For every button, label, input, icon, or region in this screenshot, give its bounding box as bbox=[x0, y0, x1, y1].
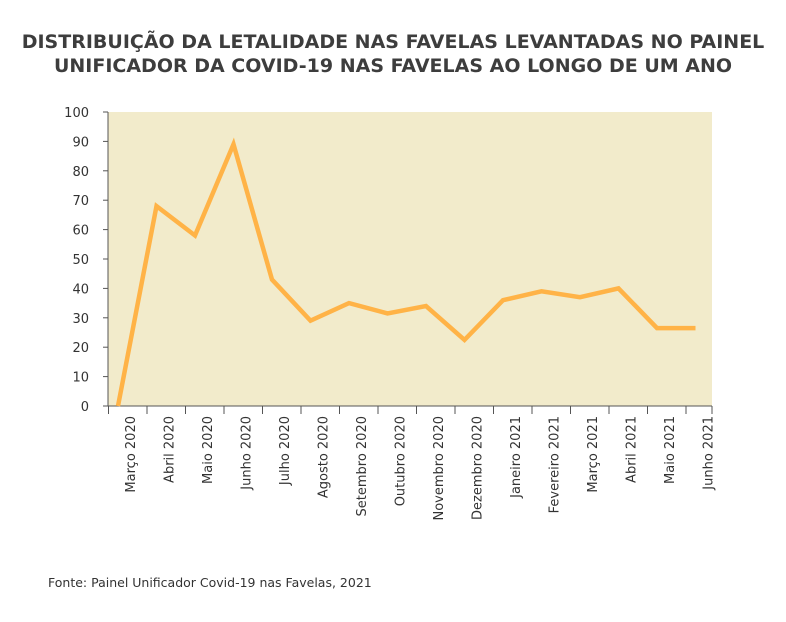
y-tick-label: 50 bbox=[72, 253, 89, 268]
x-tick-label: Maio 2021 bbox=[663, 416, 678, 484]
y-tick-label: 20 bbox=[72, 341, 89, 356]
x-tick-label: Junho 2021 bbox=[702, 416, 717, 491]
series-line bbox=[115, 137, 696, 407]
y-tick-label: 70 bbox=[72, 194, 89, 209]
x-tick-label: Março 2020 bbox=[124, 416, 139, 493]
y-tick-label: 100 bbox=[64, 106, 89, 121]
x-tick-label: Março 2021 bbox=[586, 416, 601, 493]
x-tick-label: Setembro 2020 bbox=[355, 416, 370, 517]
chart-title-line-2: UNIFICADOR DA COVID-19 NAS FAVELAS AO LO… bbox=[53, 55, 733, 77]
x-tick-label: Junho 2020 bbox=[240, 416, 255, 491]
plot-area bbox=[108, 112, 712, 406]
y-tick-label: 0 bbox=[81, 400, 89, 415]
x-tick-label: Abril 2020 bbox=[163, 416, 178, 483]
x-tick-label: Dezembro 2020 bbox=[471, 416, 486, 520]
y-tick-label: 10 bbox=[72, 371, 89, 386]
y-tick-label: 90 bbox=[72, 135, 89, 150]
x-tick-label: Fevereiro 2021 bbox=[548, 416, 563, 513]
chart-title-line-1: DISTRIBUIÇÃO DA LETALIDADE NAS FAVELAS L… bbox=[21, 31, 765, 53]
x-tick-label: Julho 2020 bbox=[278, 416, 293, 486]
y-tick-label: 60 bbox=[72, 224, 89, 239]
y-tick-label: 30 bbox=[72, 312, 89, 327]
x-tick-label: Janeiro 2021 bbox=[509, 416, 524, 499]
x-tick-label: Abril 2021 bbox=[625, 416, 640, 483]
y-tick-label: 40 bbox=[72, 282, 89, 297]
x-tick-label: Maio 2020 bbox=[201, 416, 216, 484]
x-tick-label: Agosto 2020 bbox=[317, 416, 332, 498]
x-tick-label: Novembro 2020 bbox=[432, 416, 447, 521]
chart-title: DISTRIBUIÇÃO DA LETALIDADE NAS FAVELAS L… bbox=[20, 30, 766, 78]
x-tick-label: Outubro 2020 bbox=[394, 416, 409, 506]
source-note: Fonte: Painel Unificador Covid-19 nas Fa… bbox=[48, 575, 372, 590]
y-tick-label: 80 bbox=[72, 165, 89, 180]
